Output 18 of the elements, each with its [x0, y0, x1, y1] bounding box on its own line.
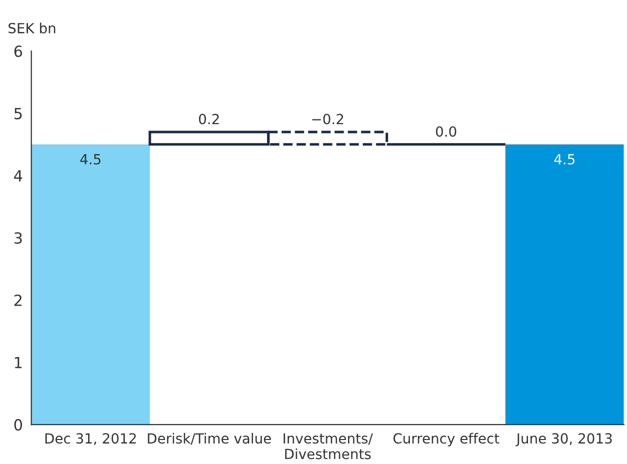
data-label: 4.5 [554, 154, 574, 165]
data-label: 0.2 [198, 114, 219, 124]
y-tick-label: 5 [14, 108, 22, 120]
y-tick-label: 2 [14, 294, 22, 306]
y-tick-label: 4 [14, 170, 22, 182]
x-tick-label: June 30, 2013 [516, 433, 612, 446]
y-tick-label: 3 [14, 232, 22, 244]
y-tick-label: 0 [14, 419, 22, 431]
y-axis-title: SEK bn [8, 22, 56, 34]
y-tick-label: 1 [14, 356, 22, 368]
x-tick-label: Investments/ Divestments [284, 433, 373, 460]
data-label: 0.0 [436, 126, 456, 137]
x-tick-label: Derisk/Time value [148, 432, 271, 445]
x-tick-label: Dec 31, 2012 [45, 433, 136, 446]
data-label: 4.5 [80, 154, 100, 165]
x-tick-label: Currency effect [393, 432, 500, 446]
data-label: −0.2 [312, 114, 344, 124]
y-tick-label: 6 [14, 46, 22, 58]
